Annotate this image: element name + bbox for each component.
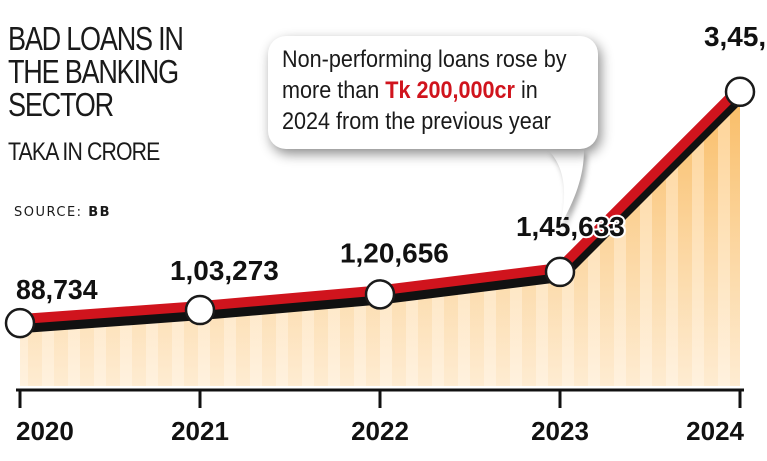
- x-tick-label: 2024: [686, 416, 744, 446]
- x-tick-label: 2022: [351, 416, 409, 446]
- data-point-2024: [724, 76, 756, 108]
- area-stripe: [210, 87, 224, 386]
- source-value: BB: [88, 205, 112, 220]
- callout-text-after: in: [514, 77, 538, 104]
- title-line-2: THE BANKING: [8, 53, 179, 90]
- chart-title: BAD LOANS IN THE BANKING SECTOR: [8, 22, 197, 121]
- callout-line-1: Non-performing loans rose by: [282, 46, 567, 73]
- data-points: [4, 76, 756, 339]
- data-point-2020: [4, 307, 36, 339]
- data-point-2023: [544, 256, 576, 288]
- callout-highlight-amount: Tk 200,000cr: [385, 77, 515, 104]
- data-label-2021: 1,03,273: [170, 255, 279, 286]
- x-axis: 2020 2021 2022 2023 2024: [16, 388, 745, 446]
- area-stripe: [652, 87, 666, 386]
- source-note: SOURCE: BB: [14, 205, 111, 220]
- source-label: SOURCE:: [14, 205, 83, 220]
- area-stripe: [678, 87, 692, 386]
- callout-line-2: more than Tk 200,000cr in: [282, 75, 554, 106]
- data-point-2021: [184, 294, 216, 326]
- x-tick-label: 2020: [16, 416, 74, 446]
- data-labels: 88,734 1,03,273 1,20,656 1,45,633 3,45,765: [14, 19, 767, 307]
- area-stripe: [730, 87, 740, 386]
- data-label-2023: 1,45,633: [516, 211, 625, 242]
- area-stripe: [704, 87, 718, 386]
- chart-subtitle: TAKA IN CRORE: [8, 138, 160, 166]
- data-label-2024: 3,45,765: [704, 21, 767, 52]
- area-stripe: [600, 87, 614, 386]
- callout-text-before: more than: [282, 77, 386, 104]
- data-label-2022: 1,20,656: [340, 237, 449, 268]
- title-line-1: BAD LOANS IN: [8, 20, 184, 57]
- data-point-2022: [364, 279, 396, 310]
- data-label-2020: 88,734: [16, 274, 98, 305]
- callout-line-3: 2024 from the previous year: [282, 108, 551, 135]
- area-stripe: [236, 87, 250, 386]
- annotation-callout: Non-performing loans rose by more than T…: [268, 36, 598, 149]
- title-line-3: SECTOR: [8, 86, 114, 123]
- x-tick-label: 2023: [531, 416, 589, 446]
- x-tick-label: 2021: [171, 416, 229, 446]
